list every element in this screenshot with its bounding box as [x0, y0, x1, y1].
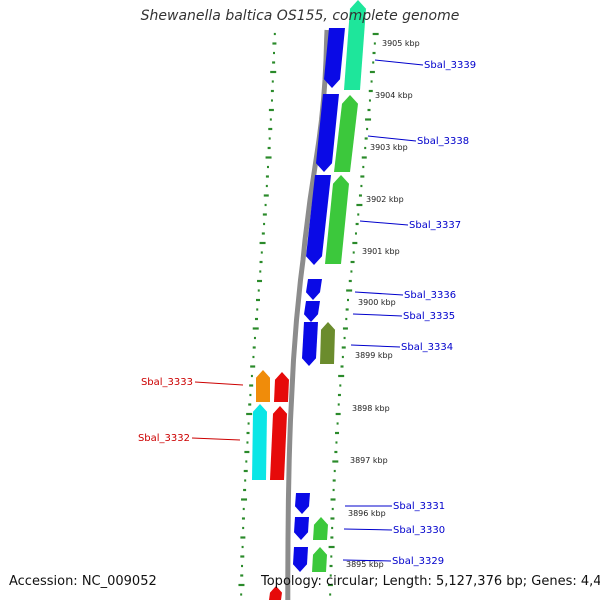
cds-sbal-3332 [270, 406, 287, 480]
cds-sbal-3337-outer [325, 175, 349, 264]
gene-label-leader [342, 559, 392, 562]
kbp-marker: 3902 kbp [366, 195, 404, 204]
gene-label-leader [367, 135, 417, 142]
cds-bottom-red [269, 586, 282, 600]
gene-label-sbal-3331[interactable]: Sbal_3331 [393, 501, 445, 512]
kbp-marker: 3899 kbp [355, 351, 393, 360]
cds-sbal-3329 [293, 547, 308, 572]
gene-label-sbal-3334[interactable]: Sbal_3334 [401, 342, 453, 353]
cds-sbal-3339 [324, 28, 345, 88]
gene-label-leader [350, 344, 401, 348]
cds-outer-b [313, 517, 328, 540]
cds-sbal-3335 [304, 301, 320, 322]
cds-inner-a [302, 322, 318, 366]
gene-label-sbal-3333[interactable]: Sbal_3333 [141, 377, 193, 388]
cds-sbal-3338-outer [334, 95, 358, 172]
gene-label-leader [343, 528, 393, 531]
gene-label-leader [191, 437, 241, 441]
cds-sbal-3333-orange [256, 370, 270, 402]
kbp-marker: 3901 kbp [362, 247, 400, 256]
gene-label-sbal-3329[interactable]: Sbal_3329 [392, 556, 444, 567]
cds-outer-c [312, 547, 327, 572]
cds-sbal-3333 [274, 372, 289, 402]
cds-sbal-3338 [316, 94, 339, 172]
gene-label-leader [194, 381, 244, 386]
gene-label-sbal-3335[interactable]: Sbal_3335 [403, 311, 455, 322]
gene-label-sbal-3339[interactable]: Sbal_3339 [424, 60, 476, 71]
cds-sbal-3337 [306, 175, 331, 265]
kbp-marker: 3900 kbp [358, 298, 396, 307]
kbp-marker: 3905 kbp [382, 39, 420, 48]
kbp-marker: 3897 kbp [350, 456, 388, 465]
cds-sbal-3334 [320, 322, 335, 364]
kbp-marker: 3896 kbp [348, 509, 386, 518]
gene-label-sbal-3336[interactable]: Sbal_3336 [404, 290, 456, 301]
accession-label: Accession: NC_009052 [9, 574, 157, 589]
cds-sbal-3332-cyan [252, 404, 267, 480]
kbp-marker: 3903 kbp [370, 143, 408, 152]
gene-label-sbal-3337[interactable]: Sbal_3337 [409, 220, 461, 231]
kbp-marker: 3898 kbp [352, 404, 390, 413]
gene-label-leader [374, 59, 424, 66]
kbp-marker: 3904 kbp [375, 91, 413, 100]
cds-sbal-3336 [306, 279, 322, 300]
gene-label-leader [352, 313, 403, 317]
cds-sbal-3331 [295, 493, 310, 514]
gene-label-sbal-3332[interactable]: Sbal_3332 [138, 433, 190, 444]
gene-label-leader [354, 291, 404, 296]
cds-sbal-3330 [294, 517, 309, 540]
cds-sbal-3339-outer [344, 0, 366, 90]
gc-skew-ticks [238, 32, 379, 596]
gene-label-sbal-3330[interactable]: Sbal_3330 [393, 525, 445, 536]
kbp-scale: 3905 kbp 3904 kbp 3903 kbp 3902 kbp 3901 kbp… [346, 39, 420, 569]
gene-label-sbal-3338[interactable]: Sbal_3338 [417, 136, 469, 147]
kbp-marker: 3895 kbp [346, 560, 384, 569]
map-title: Shewanella baltica OS155, complete genom… [140, 8, 460, 24]
genome-summary: Topology: circular; Length: 5,127,376 bp… [261, 574, 600, 589]
gene-labels: Sbal_3339 Sbal_3338 Sbal_3337 Sbal_3336 Sbal… [138, 59, 476, 567]
cds-features [252, 0, 366, 600]
gene-label-leader [359, 220, 409, 226]
